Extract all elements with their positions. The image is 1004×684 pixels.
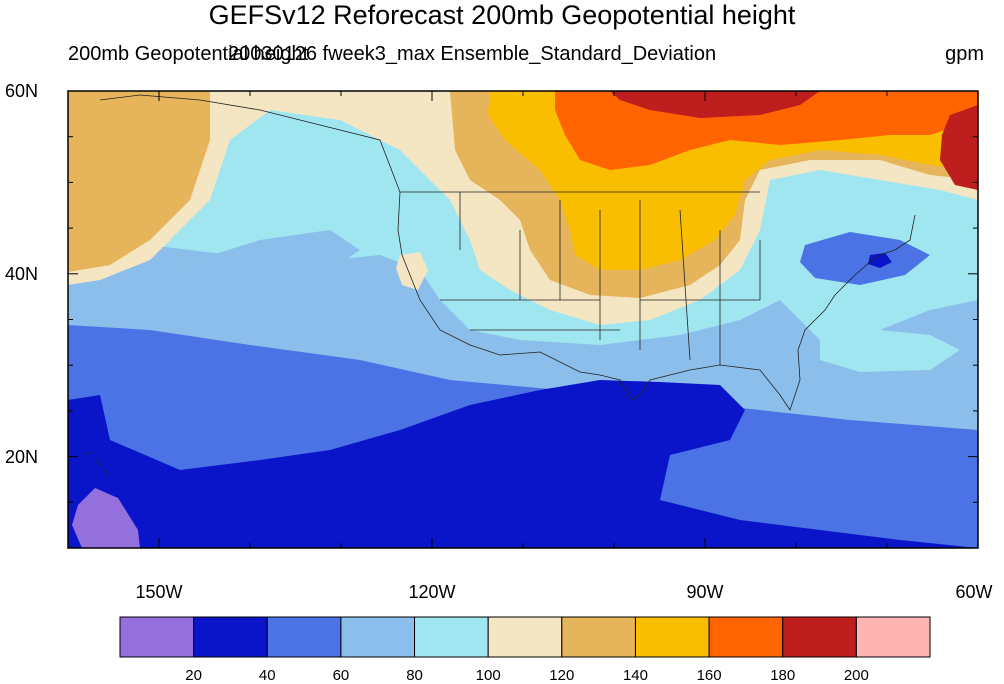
hawaii-islands	[84, 451, 109, 477]
contour-band-40-60-northeast	[800, 232, 930, 285]
subtitle-center: 20030126 fweek3_max Ensemble_Standard_De…	[228, 43, 717, 65]
plot-title: GEFSv12 Reforecast 200mb Geopotential he…	[208, 0, 796, 30]
contour-band-0-20	[72, 488, 140, 548]
lon-label: 150W	[135, 582, 183, 602]
colorbar-swatch	[414, 616, 489, 658]
colorbar-label: 180	[770, 667, 796, 684]
lat-label: 40N	[4, 263, 38, 284]
lat-label: 60N	[4, 81, 38, 101]
contour-band-180-200-east	[940, 105, 978, 190]
lat-label: 20N	[4, 446, 38, 467]
us-coastline	[397, 191, 916, 411]
contour-band-20-40	[68, 380, 978, 548]
colorbar	[119, 616, 931, 658]
contour-band-80-100-atlantic	[820, 330, 960, 372]
colorbar-swatch	[119, 616, 195, 658]
state-boundaries	[400, 191, 761, 365]
alaska-canada-coast	[99, 94, 401, 193]
colorbar-swatch	[266, 616, 342, 658]
lon-label: 120W	[408, 582, 456, 602]
colorbar-swatch	[782, 616, 857, 658]
coastline-layer	[84, 94, 916, 477]
colorbar-label: 160	[696, 667, 722, 684]
colorbar-label: 120	[549, 667, 575, 684]
colorbar-label: 100	[475, 667, 501, 684]
contour-fill	[68, 91, 978, 548]
colorbar-swatch	[340, 616, 416, 658]
colorbar-label: 200	[843, 667, 869, 684]
lat-ticks	[68, 90, 978, 549]
colorbar-label: 140	[622, 667, 648, 684]
lon-label: 60W	[955, 582, 993, 602]
colorbar-swatch	[193, 616, 268, 658]
contour-band-60-80-pacific	[175, 230, 360, 290]
colorbar-label: 60	[332, 667, 350, 684]
colorbar-label: 20	[185, 667, 202, 684]
contour-band-180-200-north	[610, 91, 820, 118]
lon-ticks	[67, 91, 979, 548]
colorbar-swatch	[487, 616, 563, 658]
contour-band-20-40-northeast	[868, 253, 892, 268]
colorbar-label: 40	[258, 667, 276, 684]
contour-band-100-120-california	[396, 252, 428, 290]
lon-label: 90W	[686, 582, 724, 602]
colorbar-swatch	[561, 616, 636, 658]
colorbar-label: 80	[406, 667, 423, 684]
units-label: gpm	[945, 43, 984, 65]
subtitle-left: 200mb Geopotential height	[68, 43, 309, 65]
contour-band-120-140-pacific	[68, 91, 210, 272]
colorbar-swatch	[708, 616, 784, 658]
colorbar-swatch	[855, 616, 931, 658]
colorbar-swatch	[634, 616, 710, 658]
